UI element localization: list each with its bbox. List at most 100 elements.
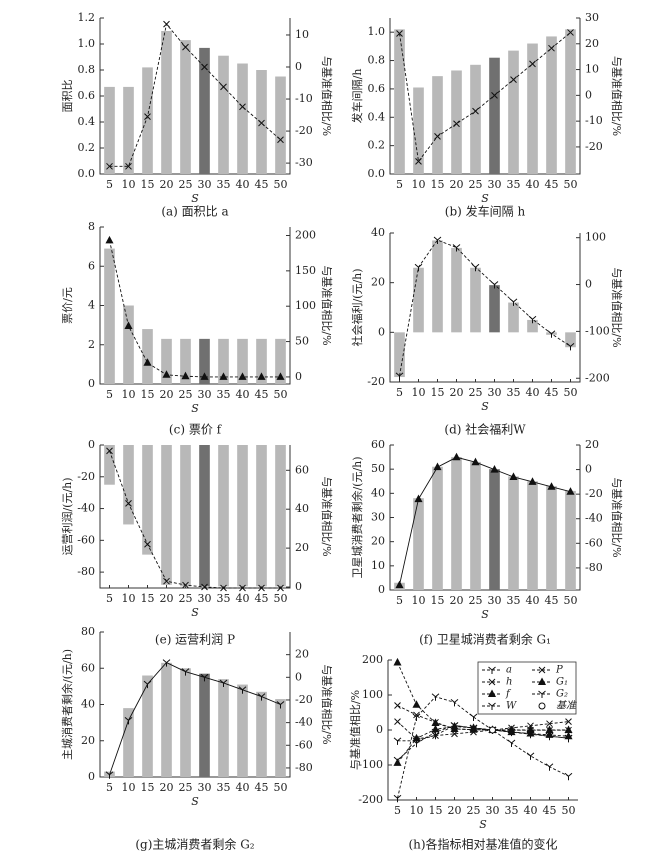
series-line [397,724,569,742]
marker [529,60,536,68]
bar [237,684,248,777]
series-line [397,724,569,761]
marker [238,372,247,380]
x-tick-label: 35 [507,178,521,191]
y-tick-label: -40 [77,502,95,515]
bar [508,50,519,175]
bar [565,332,576,348]
y-tick-label: 1.0 [78,37,96,50]
marker [565,718,572,725]
x-tick-label: 10 [122,388,136,401]
bar [256,691,267,777]
bar [275,699,286,777]
marker [396,30,403,37]
y-tick-label: 8 [88,220,95,233]
y2-tick-label: 200 [295,228,316,241]
y-tick-label: 0.0 [368,167,386,180]
legend-label: f [505,689,512,700]
caption: (b) 发车间隔 h [445,204,526,219]
y-tick-label: 0 [376,723,383,736]
marker [538,690,546,698]
y-tick-label: 0 [88,377,95,390]
x-tick-label: 10 [410,804,424,817]
marker [201,63,208,71]
x-tick-label: 40 [236,388,250,401]
x-tick-label: 5 [106,592,113,605]
y-tick-label: 0.2 [78,141,96,154]
x-axis-label: S [191,402,199,415]
bar [161,445,172,585]
marker [162,659,171,667]
y-tick-label: 2 [88,338,95,351]
bar [413,267,424,333]
x-tick-label: 25 [467,804,481,817]
marker [450,722,459,730]
legend-label: G₂ [556,689,568,700]
y2-tick-label: 0 [295,60,302,73]
x-tick-label: 30 [488,178,502,191]
x-tick-label: 50 [564,178,578,191]
bar [546,486,557,590]
bar [451,70,462,174]
x-tick-label: 15 [431,386,445,399]
x-tick-label: 35 [505,804,519,817]
x-axis-label: S [479,818,487,831]
bar [161,662,172,777]
x-tick-label: 50 [562,804,576,817]
marker [413,711,420,719]
bar [546,36,557,174]
bar [256,338,267,384]
marker [395,580,404,589]
line [399,239,571,376]
bar [489,469,500,590]
x-tick-label: 5 [396,178,403,191]
y-axis-label: 与基准值相比/% [349,690,362,770]
y-tick-label: 40 [371,486,385,499]
x-tick-label: 15 [141,178,155,191]
x-axis-label: S [481,400,489,413]
y2-tick-label: -20 [585,487,603,500]
marker [393,657,402,666]
y-tick-label: 60 [371,438,385,451]
marker [488,702,496,710]
x-tick-label: 20 [160,178,174,191]
x-tick-label: 10 [412,178,426,191]
x-tick-label: 5 [396,594,403,607]
legend-label: h [506,677,512,688]
x-tick-label: 20 [450,386,464,399]
marker [452,244,461,252]
y2-tick-label: -20 [585,140,603,153]
y2-tick-label: -80 [295,761,313,774]
marker [433,462,442,471]
x-tick-label: 10 [122,178,136,191]
x-tick-label: 25 [469,178,483,191]
y2-tick-label: -200 [585,371,610,384]
x-tick-label: 45 [545,386,559,399]
caption: (c) 票价 f [169,423,223,437]
marker [393,756,402,765]
marker [238,686,247,694]
marker [450,698,459,707]
marker [526,730,535,738]
x-tick-label: 20 [160,781,174,794]
y-tick-label: 0.6 [368,82,386,95]
marker [414,263,423,272]
bar [142,445,153,555]
marker [431,693,440,701]
y2-tick-label: -20 [295,124,313,137]
y-axis-label: 面积比 [61,80,74,113]
marker [105,771,114,779]
marker [239,103,246,111]
bar [104,445,115,485]
marker [395,372,404,380]
legend-label: a [506,665,512,676]
marker [545,763,554,771]
y-tick-label: 4 [88,299,95,312]
y2-axis-label: 与基准值相比/% [610,477,623,557]
x-tick-label: 30 [486,804,500,817]
x-tick-label: 45 [255,178,269,191]
y-axis-label: 主城消费者剩余/(元/h) [60,649,74,760]
y2-axis-label: 与基准值相比/% [610,56,623,136]
marker [566,487,575,495]
bar [413,498,424,590]
